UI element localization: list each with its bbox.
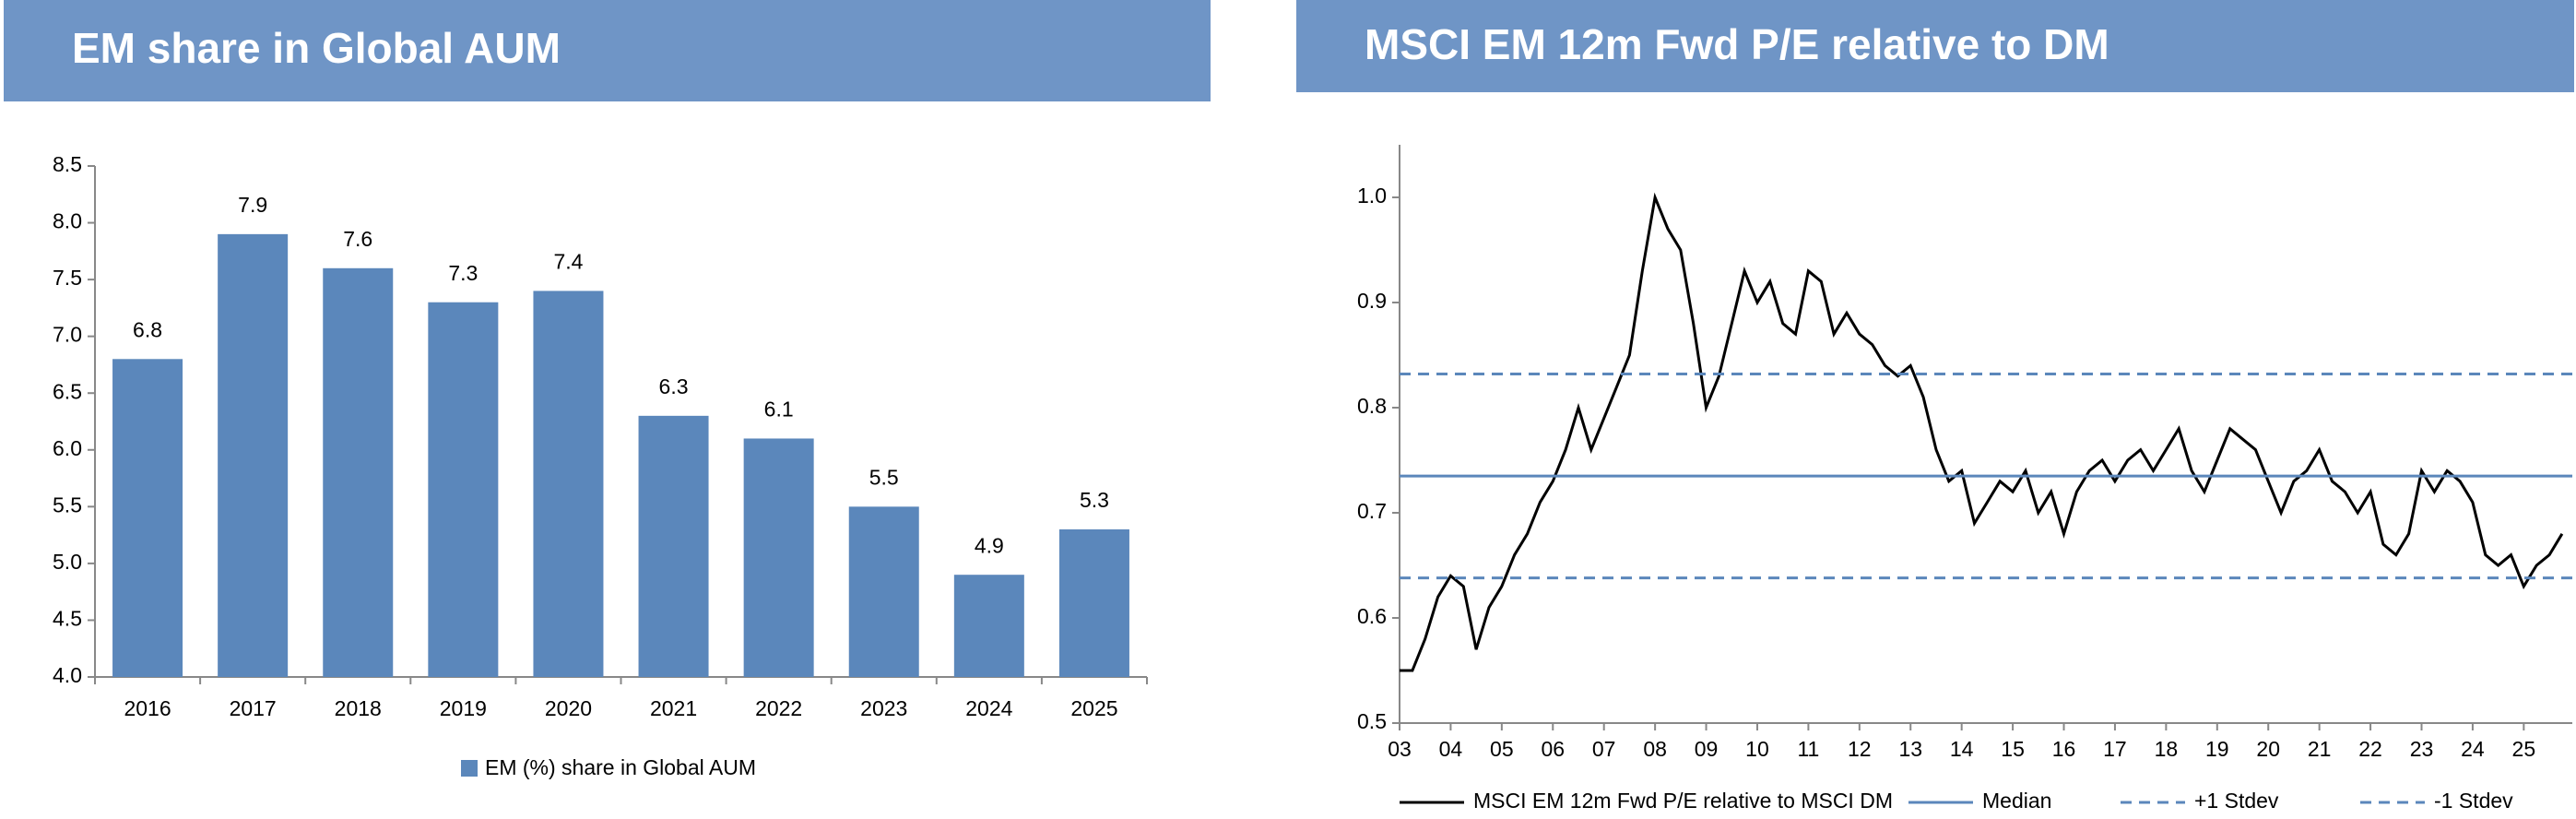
x-tick-label: 2022 xyxy=(755,696,802,720)
y-tick-label: 0.5 xyxy=(1357,709,1387,733)
x-tick-label: 10 xyxy=(1745,737,1769,761)
bar xyxy=(428,302,499,677)
chart-title: EM share in Global AUM xyxy=(72,24,561,72)
x-tick-label: 09 xyxy=(1695,737,1719,761)
legend-label: Median xyxy=(1982,789,2051,813)
y-tick-label: 5.0 xyxy=(53,550,82,574)
y-tick-label: 7.5 xyxy=(53,266,82,290)
y-tick-label: 1.0 xyxy=(1357,184,1387,208)
legend-swatch xyxy=(461,760,478,777)
y-tick-label: 4.5 xyxy=(53,607,82,631)
bar xyxy=(533,291,604,677)
y-tick-label: 0.9 xyxy=(1357,289,1387,313)
x-tick-label: 2024 xyxy=(965,696,1012,720)
x-tick-label: 13 xyxy=(1898,737,1922,761)
header-bar xyxy=(4,0,1211,101)
data-label: 7.9 xyxy=(238,193,267,217)
bar xyxy=(638,415,709,677)
x-tick-label: 22 xyxy=(2358,737,2382,761)
x-tick-label: 21 xyxy=(2308,737,2332,761)
x-tick-label: 06 xyxy=(1541,737,1565,761)
x-tick-label: 2016 xyxy=(124,696,171,720)
y-tick-label: 6.0 xyxy=(53,436,82,460)
x-tick-label: 2018 xyxy=(335,696,382,720)
bar xyxy=(323,267,394,677)
data-label: 6.8 xyxy=(133,317,162,341)
bar xyxy=(112,359,183,677)
y-tick-label: 0.6 xyxy=(1357,604,1387,628)
data-label: 5.5 xyxy=(869,465,899,489)
data-label: 7.3 xyxy=(448,261,478,285)
header-bar xyxy=(1296,0,2574,92)
legend-label: +1 Stdev xyxy=(2194,789,2279,813)
legend-label: MSCI EM 12m Fwd P/E relative to MSCI DM xyxy=(1473,789,1893,813)
x-tick-label: 2021 xyxy=(650,696,697,720)
x-tick-label: 03 xyxy=(1388,737,1412,761)
data-label: 4.9 xyxy=(975,533,1004,557)
x-tick-label: 16 xyxy=(2052,737,2076,761)
x-tick-label: 2019 xyxy=(440,696,487,720)
y-tick-label: 5.5 xyxy=(53,493,82,516)
x-tick-label: 20 xyxy=(2256,737,2280,761)
bar xyxy=(218,233,289,677)
y-tick-label: 0.8 xyxy=(1357,394,1387,418)
x-tick-label: 14 xyxy=(1950,737,1974,761)
y-tick-label: 8.0 xyxy=(53,209,82,233)
bar xyxy=(743,438,814,677)
x-tick-label: 23 xyxy=(2410,737,2434,761)
bar xyxy=(848,506,919,677)
x-tick-label: 2023 xyxy=(860,696,907,720)
y-tick-label: 6.5 xyxy=(53,379,82,403)
legend-label: EM (%) share in Global AUM xyxy=(485,755,756,779)
x-tick-label: 04 xyxy=(1439,737,1463,761)
bar xyxy=(1058,528,1129,677)
x-tick-label: 11 xyxy=(1797,737,1819,761)
y-tick-label: 4.0 xyxy=(53,663,82,687)
data-label: 7.6 xyxy=(343,227,372,251)
x-tick-label: 25 xyxy=(2512,737,2536,761)
legend-label: -1 Stdev xyxy=(2434,789,2513,813)
data-label: 7.4 xyxy=(553,250,583,274)
x-tick-label: 15 xyxy=(2001,737,2025,761)
x-tick-label: 07 xyxy=(1592,737,1616,761)
x-tick-label: 2017 xyxy=(230,696,277,720)
bar xyxy=(953,575,1024,677)
y-tick-label: 7.0 xyxy=(53,323,82,347)
data-label: 6.1 xyxy=(764,398,794,421)
x-tick-label: 24 xyxy=(2461,737,2485,761)
x-tick-label: 05 xyxy=(1490,737,1514,761)
x-tick-label: 18 xyxy=(2155,737,2179,761)
data-label: 6.3 xyxy=(659,374,689,398)
data-label: 5.3 xyxy=(1080,488,1109,512)
x-tick-label: 2020 xyxy=(545,696,592,720)
x-tick-label: 12 xyxy=(1848,737,1872,761)
x-tick-label: 19 xyxy=(2205,737,2229,761)
x-tick-label: 2025 xyxy=(1070,696,1117,720)
x-tick-label: 08 xyxy=(1643,737,1667,761)
chart-title: MSCI EM 12m Fwd P/E relative to DM xyxy=(1365,20,2109,68)
y-tick-label: 8.5 xyxy=(53,152,82,176)
series-line xyxy=(1400,192,2564,672)
y-tick-label: 0.7 xyxy=(1357,499,1387,523)
x-tick-label: 17 xyxy=(2103,737,2127,761)
